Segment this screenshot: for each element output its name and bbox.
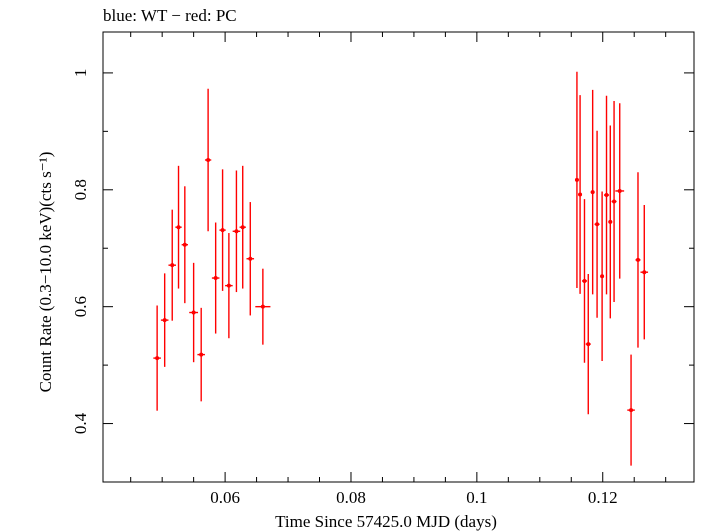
data-marker — [240, 225, 245, 230]
data-point — [594, 130, 600, 318]
data-point — [239, 165, 246, 289]
y-tick-label: 1 — [71, 69, 90, 78]
data-point — [211, 222, 220, 334]
data-point — [255, 268, 271, 345]
data-point — [640, 204, 649, 340]
x-tick-label: 0.1 — [466, 488, 487, 507]
data-marker — [617, 188, 622, 193]
x-tick-label: 0.08 — [336, 488, 366, 507]
y-axis-tick-labels: 0.4 0.6 0.8 1 — [71, 69, 90, 435]
data-point — [627, 354, 635, 466]
data-marker — [220, 228, 225, 233]
x-axis-ticks — [130, 32, 667, 482]
data-marker — [176, 225, 181, 230]
data-marker — [578, 192, 583, 197]
data-series-layer — [153, 71, 649, 466]
data-point — [219, 169, 226, 291]
data-point — [197, 307, 205, 402]
data-point — [608, 125, 613, 319]
y-tick-label: 0.4 — [71, 412, 90, 434]
data-point — [153, 305, 161, 411]
x-tick-label: 0.06 — [210, 488, 240, 507]
data-marker — [170, 263, 175, 268]
data-point — [175, 165, 182, 289]
data-point — [189, 262, 199, 363]
data-marker — [213, 276, 218, 281]
y-axis-ticks — [103, 72, 694, 483]
series-pc — [153, 71, 649, 466]
data-point — [581, 199, 588, 363]
data-marker — [199, 352, 204, 357]
data-point — [611, 100, 617, 302]
data-marker — [248, 256, 253, 261]
data-point — [578, 95, 583, 294]
data-point — [635, 172, 641, 348]
data-point — [615, 103, 625, 279]
data-marker — [206, 157, 211, 162]
data-marker — [635, 257, 640, 262]
data-marker — [162, 318, 167, 323]
data-marker — [595, 222, 600, 227]
data-marker — [600, 274, 605, 279]
data-marker — [629, 408, 634, 413]
data-marker — [590, 190, 595, 195]
data-point — [585, 273, 591, 415]
y-tick-label: 0.6 — [71, 296, 90, 317]
data-point — [232, 170, 241, 293]
data-marker — [608, 219, 613, 224]
data-point — [600, 191, 605, 362]
data-marker — [604, 193, 609, 198]
data-point — [225, 233, 233, 339]
data-point — [574, 71, 579, 288]
x-axis-label: Time Since 57425.0 MJD (days) — [275, 512, 497, 531]
data-marker — [182, 242, 187, 247]
data-marker — [642, 270, 647, 275]
data-marker — [191, 310, 196, 315]
data-point — [603, 95, 610, 295]
data-marker — [226, 283, 231, 288]
x-axis-tick-labels: 0.06 0.08 0.1 0.12 — [210, 488, 617, 507]
data-point — [168, 209, 177, 321]
y-tick-label: 0.8 — [71, 179, 90, 200]
y-axis-label: Count Rate (0.3−10.0 keV)(cts s⁻¹) — [36, 152, 55, 393]
data-marker — [155, 356, 160, 361]
data-point — [246, 202, 255, 316]
data-point — [204, 88, 212, 232]
data-point — [181, 186, 188, 304]
chart-title: blue: WT − red: PC — [103, 6, 237, 25]
data-marker — [582, 278, 587, 283]
data-marker — [260, 304, 265, 309]
data-marker — [586, 342, 591, 347]
x-tick-label: 0.12 — [588, 488, 618, 507]
data-marker — [612, 199, 617, 204]
plot-frame — [102, 31, 695, 483]
data-marker — [574, 177, 579, 182]
data-point — [590, 89, 595, 295]
data-marker — [234, 229, 239, 234]
data-point — [160, 273, 169, 367]
